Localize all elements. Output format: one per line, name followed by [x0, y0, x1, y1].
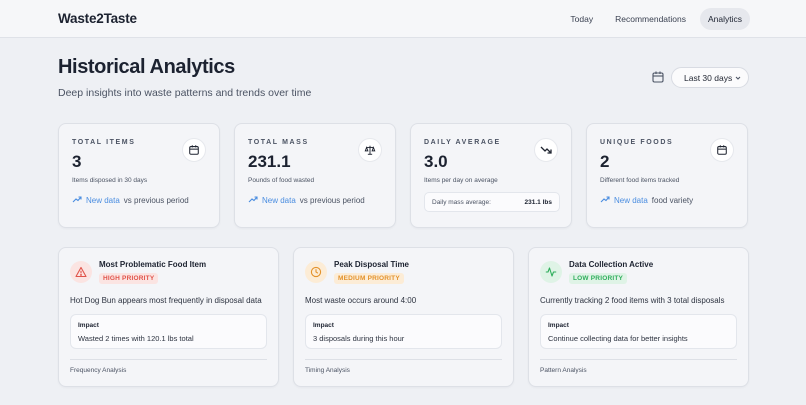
- priority-badge: MEDIUM PRIORITY: [334, 273, 404, 284]
- nav-recommendations[interactable]: Recommendations: [615, 14, 686, 24]
- activity-icon: [540, 261, 562, 283]
- stat-label: UNIQUE FOODS: [600, 139, 674, 146]
- daily-mass-average: Daily mass average: 231.1 lbs: [424, 192, 560, 212]
- trend-text: vs previous period: [123, 195, 189, 205]
- stat-value: 2: [600, 152, 610, 171]
- impact-label: Impact: [548, 322, 569, 329]
- trend-text: food variety: [651, 195, 694, 205]
- priority-badge: HIGH PRIORITY: [99, 273, 159, 284]
- scale-icon: [358, 138, 382, 162]
- impact-text: Wasted 2 times with 120.1 lbs total: [78, 334, 194, 343]
- divider: [540, 359, 737, 360]
- stat-value: 3.0: [424, 152, 448, 171]
- stat-label: DAILY AVERAGE: [424, 139, 501, 146]
- calendar-icon[interactable]: [651, 70, 665, 84]
- impact-label: Impact: [78, 322, 99, 329]
- app-logo[interactable]: Waste2Taste: [58, 11, 137, 26]
- insight-title: Most Problematic Food Item: [99, 260, 207, 269]
- page-subtitle: Deep insights into waste patterns and tr…: [58, 87, 312, 99]
- stat-card-daily-average: DAILY AVERAGE 3.0 Items per day on avera…: [410, 123, 572, 228]
- date-range-value: Last 30 days: [684, 73, 733, 83]
- insight-footer: Timing Analysis: [305, 367, 350, 374]
- page-title: Historical Analytics: [58, 56, 235, 78]
- stat-label: TOTAL MASS: [248, 139, 309, 146]
- insight-card-problematic-food: Most Problematic Food Item HIGH PRIORITY…: [58, 247, 279, 387]
- divider: [70, 359, 267, 360]
- impact-box: Impact Continue collecting data for bett…: [540, 314, 737, 349]
- stat-card-total-mass: TOTAL MASS 231.1 Pounds of food wasted N…: [234, 123, 396, 228]
- chevron-down-icon: [734, 74, 742, 82]
- warning-icon: [70, 261, 92, 283]
- stat-trend: New data vs previous period: [248, 195, 365, 205]
- divider: [305, 359, 502, 360]
- insight-title: Data Collection Active: [569, 260, 654, 269]
- impact-text: Continue collecting data for better insi…: [548, 334, 688, 343]
- stat-value: 231.1: [248, 152, 291, 171]
- date-range-select[interactable]: Last 30 days: [671, 67, 749, 88]
- impact-label: Impact: [313, 322, 334, 329]
- insight-text: Currently tracking 2 food items with 3 t…: [540, 296, 725, 305]
- impact-box: Impact Wasted 2 times with 120.1 lbs tot…: [70, 314, 267, 349]
- clock-icon: [305, 261, 327, 283]
- stat-desc: Different food items tracked: [600, 177, 680, 184]
- stat-desc: Pounds of food wasted: [248, 177, 315, 184]
- trending-down-icon: [534, 138, 558, 162]
- stat-value: 3: [72, 152, 82, 171]
- nav-today[interactable]: Today: [570, 14, 594, 24]
- trend-new-data: New data: [262, 195, 296, 205]
- stat-desc: Items disposed in 30 days: [72, 177, 148, 184]
- trending-up-icon: [600, 195, 610, 205]
- stat-label: TOTAL ITEMS: [72, 139, 136, 146]
- stat-card-unique-foods: UNIQUE FOODS 2 Different food items trac…: [586, 123, 748, 228]
- mass-avg-label: Daily mass average:: [432, 199, 491, 206]
- impact-text: 3 disposals during this hour: [313, 334, 405, 343]
- trending-up-icon: [72, 195, 82, 205]
- calendar-icon: [710, 138, 734, 162]
- insight-card-data-collection: Data Collection Active LOW PRIORITY Curr…: [528, 247, 749, 387]
- calendar-icon: [182, 138, 206, 162]
- nav-analytics[interactable]: Analytics: [699, 8, 750, 30]
- insight-title: Peak Disposal Time: [334, 260, 409, 269]
- priority-badge: LOW PRIORITY: [569, 273, 628, 284]
- insight-footer: Pattern Analysis: [540, 367, 587, 374]
- impact-box: Impact 3 disposals during this hour: [305, 314, 502, 349]
- insight-card-peak-time: Peak Disposal Time MEDIUM PRIORITY Most …: [293, 247, 514, 387]
- stat-desc: Items per day on average: [424, 177, 498, 184]
- mass-avg-value: 231.1 lbs: [524, 199, 552, 206]
- trending-up-icon: [248, 195, 258, 205]
- insight-text: Most waste occurs around 4:00: [305, 296, 417, 305]
- stat-trend: New data food variety: [600, 195, 693, 205]
- trend-new-data: New data: [86, 195, 120, 205]
- main-nav: Today Recommendations Analytics: [562, 8, 750, 30]
- insight-footer: Frequency Analysis: [70, 367, 127, 374]
- stat-card-total-items: TOTAL ITEMS 3 Items disposed in 30 days …: [58, 123, 220, 228]
- trend-new-data: New data: [614, 195, 648, 205]
- stat-trend: New data vs previous period: [72, 195, 189, 205]
- trend-text: vs previous period: [299, 195, 365, 205]
- top-bar: Waste2Taste Today Recommendations Analyt…: [0, 0, 806, 38]
- insight-text: Hot Dog Bun appears most frequently in d…: [70, 296, 262, 305]
